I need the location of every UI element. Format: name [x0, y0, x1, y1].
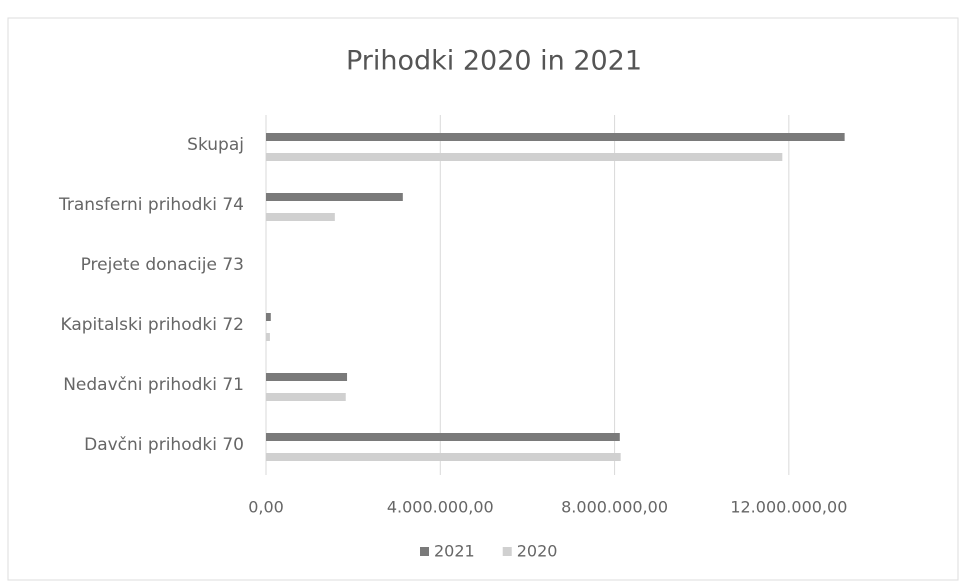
bar	[266, 133, 845, 141]
legend-swatch	[502, 547, 512, 556]
y-tick-label: Kapitalski prihodki 72	[61, 315, 245, 335]
legend-label: 2021	[434, 542, 475, 561]
bar	[266, 373, 348, 381]
y-tick-label: Skupaj	[187, 135, 244, 155]
y-tick-label: Davčni prihodki 70	[84, 435, 244, 455]
y-tick-label: Nedavčni prihodki 71	[63, 375, 244, 395]
bar	[266, 453, 621, 461]
legend-swatch	[420, 547, 429, 556]
chart-frame	[7, 17, 959, 581]
y-tick-label: Transferni prihodki 74	[58, 195, 244, 215]
bar	[266, 433, 620, 441]
bar	[266, 333, 270, 341]
chart-title: Prihodki 2020 in 2021	[346, 46, 642, 77]
y-tick-label: Prejete donacije 73	[81, 255, 244, 275]
bar	[266, 153, 783, 161]
bar	[266, 213, 335, 221]
x-tick-label: 0,00	[248, 498, 284, 517]
x-tick-label: 4.000.000,00	[387, 498, 494, 517]
bar	[266, 313, 271, 321]
legend-label: 2020	[517, 542, 558, 561]
bar	[266, 193, 403, 201]
bar	[266, 393, 346, 401]
x-tick-label: 8.000.000,00	[561, 498, 668, 517]
x-tick-label: 12.000.000,00	[730, 498, 847, 517]
